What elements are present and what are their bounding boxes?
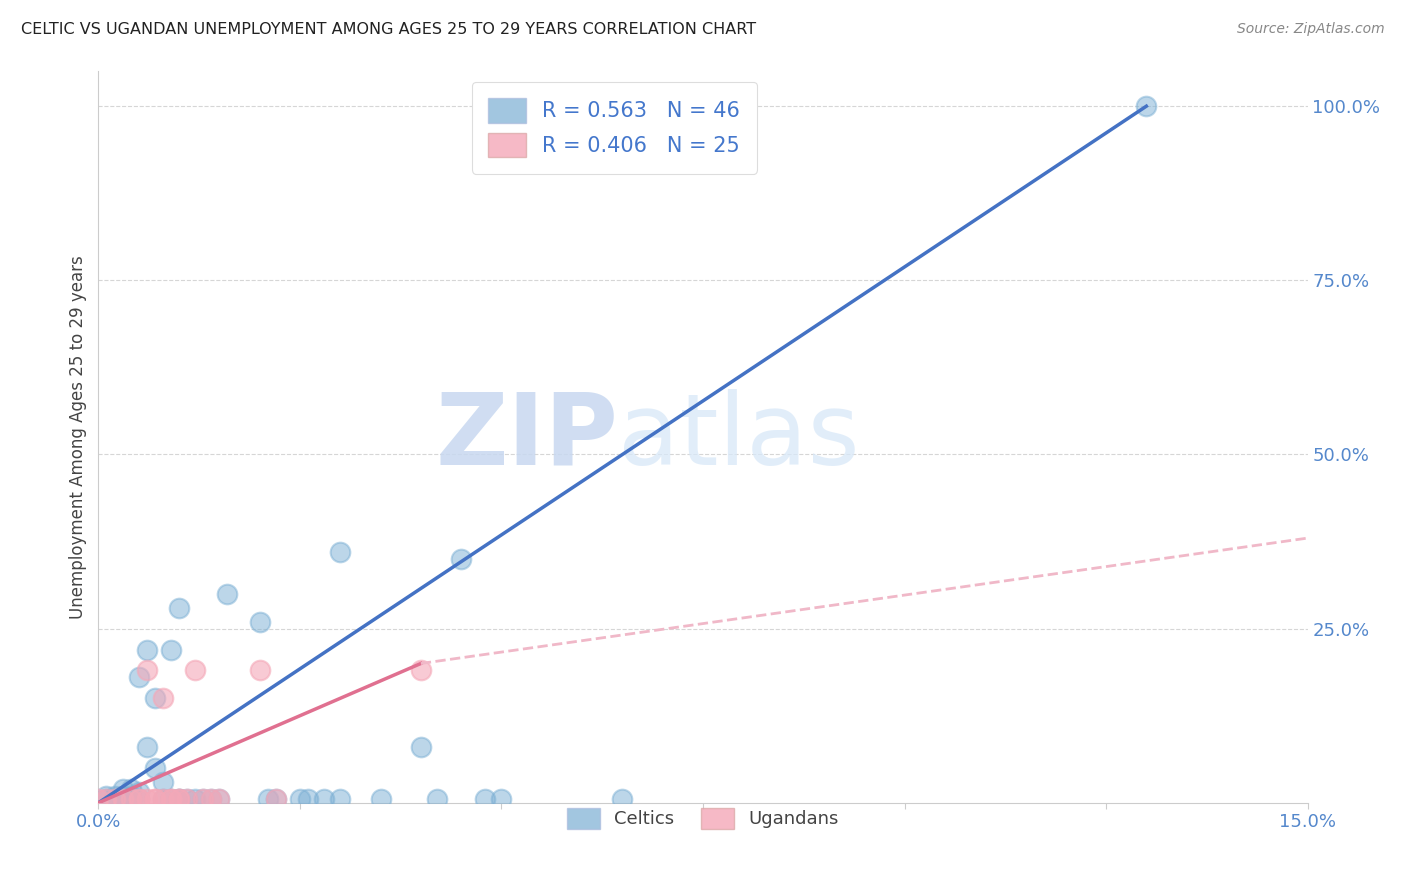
Point <box>96 789 118 803</box>
Point <box>143 691 166 706</box>
Point <box>103 792 125 806</box>
Point <box>176 792 198 806</box>
Point <box>256 792 278 806</box>
Point <box>217 587 239 601</box>
Point <box>314 792 336 806</box>
Point <box>128 792 150 806</box>
Point <box>143 761 166 775</box>
Point <box>128 792 150 806</box>
Point <box>103 792 125 806</box>
Point <box>167 600 190 615</box>
Point <box>200 792 222 806</box>
Point <box>184 792 207 806</box>
Point <box>135 664 157 678</box>
Point <box>152 792 174 806</box>
Point <box>409 664 432 678</box>
Point <box>193 792 215 806</box>
Point <box>329 792 352 806</box>
Point <box>167 792 190 806</box>
Point <box>96 792 118 806</box>
Point <box>152 691 174 706</box>
Point <box>176 792 198 806</box>
Point <box>128 792 150 806</box>
Point <box>167 792 190 806</box>
Point <box>426 792 449 806</box>
Point <box>120 789 142 803</box>
Point <box>264 792 287 806</box>
Point <box>111 792 134 806</box>
Point <box>370 792 392 806</box>
Point <box>160 792 183 806</box>
Text: ZIP: ZIP <box>436 389 619 485</box>
Point <box>160 642 183 657</box>
Point <box>200 792 222 806</box>
Point <box>120 781 142 796</box>
Point <box>409 740 432 755</box>
Text: CELTIC VS UGANDAN UNEMPLOYMENT AMONG AGES 25 TO 29 YEARS CORRELATION CHART: CELTIC VS UGANDAN UNEMPLOYMENT AMONG AGE… <box>21 22 756 37</box>
Point <box>160 792 183 806</box>
Point <box>249 664 271 678</box>
Point <box>152 775 174 789</box>
Point <box>264 792 287 806</box>
Point <box>128 670 150 684</box>
Point <box>193 792 215 806</box>
Point <box>297 792 319 806</box>
Point <box>329 545 352 559</box>
Point <box>143 792 166 806</box>
Point <box>152 792 174 806</box>
Point <box>103 789 125 803</box>
Point <box>128 785 150 799</box>
Point <box>111 781 134 796</box>
Point <box>135 642 157 657</box>
Point <box>143 792 166 806</box>
Point <box>135 740 157 755</box>
Point <box>450 552 472 566</box>
Point <box>87 792 110 806</box>
Point <box>474 792 496 806</box>
Point <box>111 792 134 806</box>
Text: Source: ZipAtlas.com: Source: ZipAtlas.com <box>1237 22 1385 37</box>
Legend: Celtics, Ugandans: Celtics, Ugandans <box>558 798 848 838</box>
Point <box>249 615 271 629</box>
Point <box>120 792 142 806</box>
Text: atlas: atlas <box>619 389 860 485</box>
Point <box>491 792 513 806</box>
Point <box>612 792 634 806</box>
Point <box>288 792 311 806</box>
Point <box>1135 99 1157 113</box>
Point <box>96 792 118 806</box>
Point <box>135 792 157 806</box>
Point <box>167 792 190 806</box>
Point <box>160 792 183 806</box>
Point <box>184 664 207 678</box>
Point <box>120 792 142 806</box>
Point <box>208 792 231 806</box>
Point <box>208 792 231 806</box>
Point <box>167 792 190 806</box>
Point <box>111 789 134 803</box>
Y-axis label: Unemployment Among Ages 25 to 29 years: Unemployment Among Ages 25 to 29 years <box>69 255 87 619</box>
